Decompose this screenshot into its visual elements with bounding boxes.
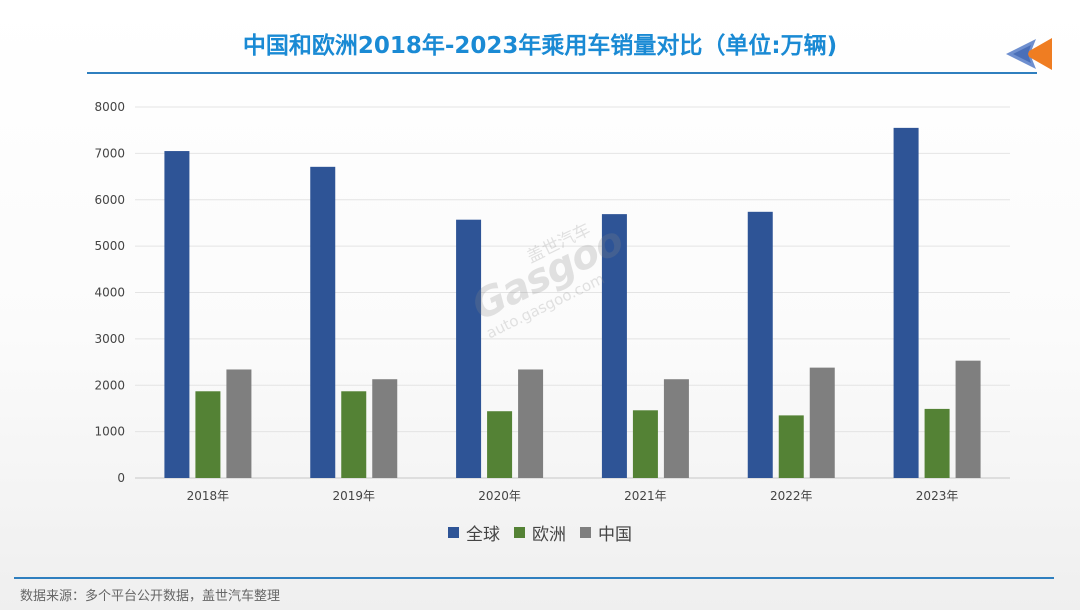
bar xyxy=(778,415,804,478)
bar xyxy=(164,151,190,478)
y-tick-label: 1000 xyxy=(94,425,125,439)
title-divider xyxy=(87,72,1037,74)
bar xyxy=(226,369,252,478)
bar xyxy=(809,367,835,478)
x-tick-label: 2019年 xyxy=(332,489,375,503)
legend-label-china: 中国 xyxy=(598,525,632,545)
y-tick-label: 7000 xyxy=(94,146,125,160)
legend-label-europe: 欧洲 xyxy=(532,525,566,545)
bar xyxy=(747,211,773,478)
legend-label-global: 全球 xyxy=(466,525,500,545)
x-tick-label: 2020年 xyxy=(478,489,521,503)
bar xyxy=(456,219,482,478)
x-tick-label: 2021年 xyxy=(624,489,667,503)
bar xyxy=(310,166,336,479)
x-tick-label: 2018年 xyxy=(187,489,230,503)
source-note: 数据来源：多个平台公开数据，盖世汽车整理 xyxy=(20,589,281,604)
bar xyxy=(195,391,221,478)
bar xyxy=(487,411,513,478)
legend-item-europe: 欧洲 xyxy=(514,520,566,545)
y-tick-label: 8000 xyxy=(94,100,125,114)
legend-item-china: 中国 xyxy=(580,520,632,545)
y-tick-label: 5000 xyxy=(94,239,125,253)
x-tick-label: 2023年 xyxy=(916,489,959,503)
bar xyxy=(663,379,689,478)
legend-item-global: 全球 xyxy=(448,520,500,545)
bar xyxy=(518,369,544,478)
bar-chart: 0 1000 2000 3000 4000 5000 6000 7000 8000 2018年 20… xyxy=(94,100,1010,503)
bar xyxy=(955,360,981,478)
y-tick-label: 6000 xyxy=(94,193,125,207)
bar xyxy=(341,391,367,478)
bar xyxy=(893,127,919,479)
double-arrow-left-icon xyxy=(1006,38,1052,70)
x-tick-label: 2022年 xyxy=(770,489,813,503)
y-tick-label: 4000 xyxy=(94,286,125,300)
bar xyxy=(601,214,627,478)
legend-swatch-global xyxy=(448,527,459,538)
y-tick-label: 0 xyxy=(117,471,125,485)
bar xyxy=(632,410,658,478)
footer-divider xyxy=(14,577,1054,579)
y-tick-label: 2000 xyxy=(94,378,125,392)
legend-swatch-europe xyxy=(514,527,525,538)
chart-title: 中国和欧洲2018年-2023年乘用车销量对比（单位:万辆) xyxy=(242,33,838,59)
bar xyxy=(372,379,398,478)
bar xyxy=(924,408,950,478)
y-tick-label: 3000 xyxy=(94,332,125,346)
chart-legend: 全球 欧洲 中国 xyxy=(0,520,1080,545)
legend-swatch-china xyxy=(580,527,591,538)
